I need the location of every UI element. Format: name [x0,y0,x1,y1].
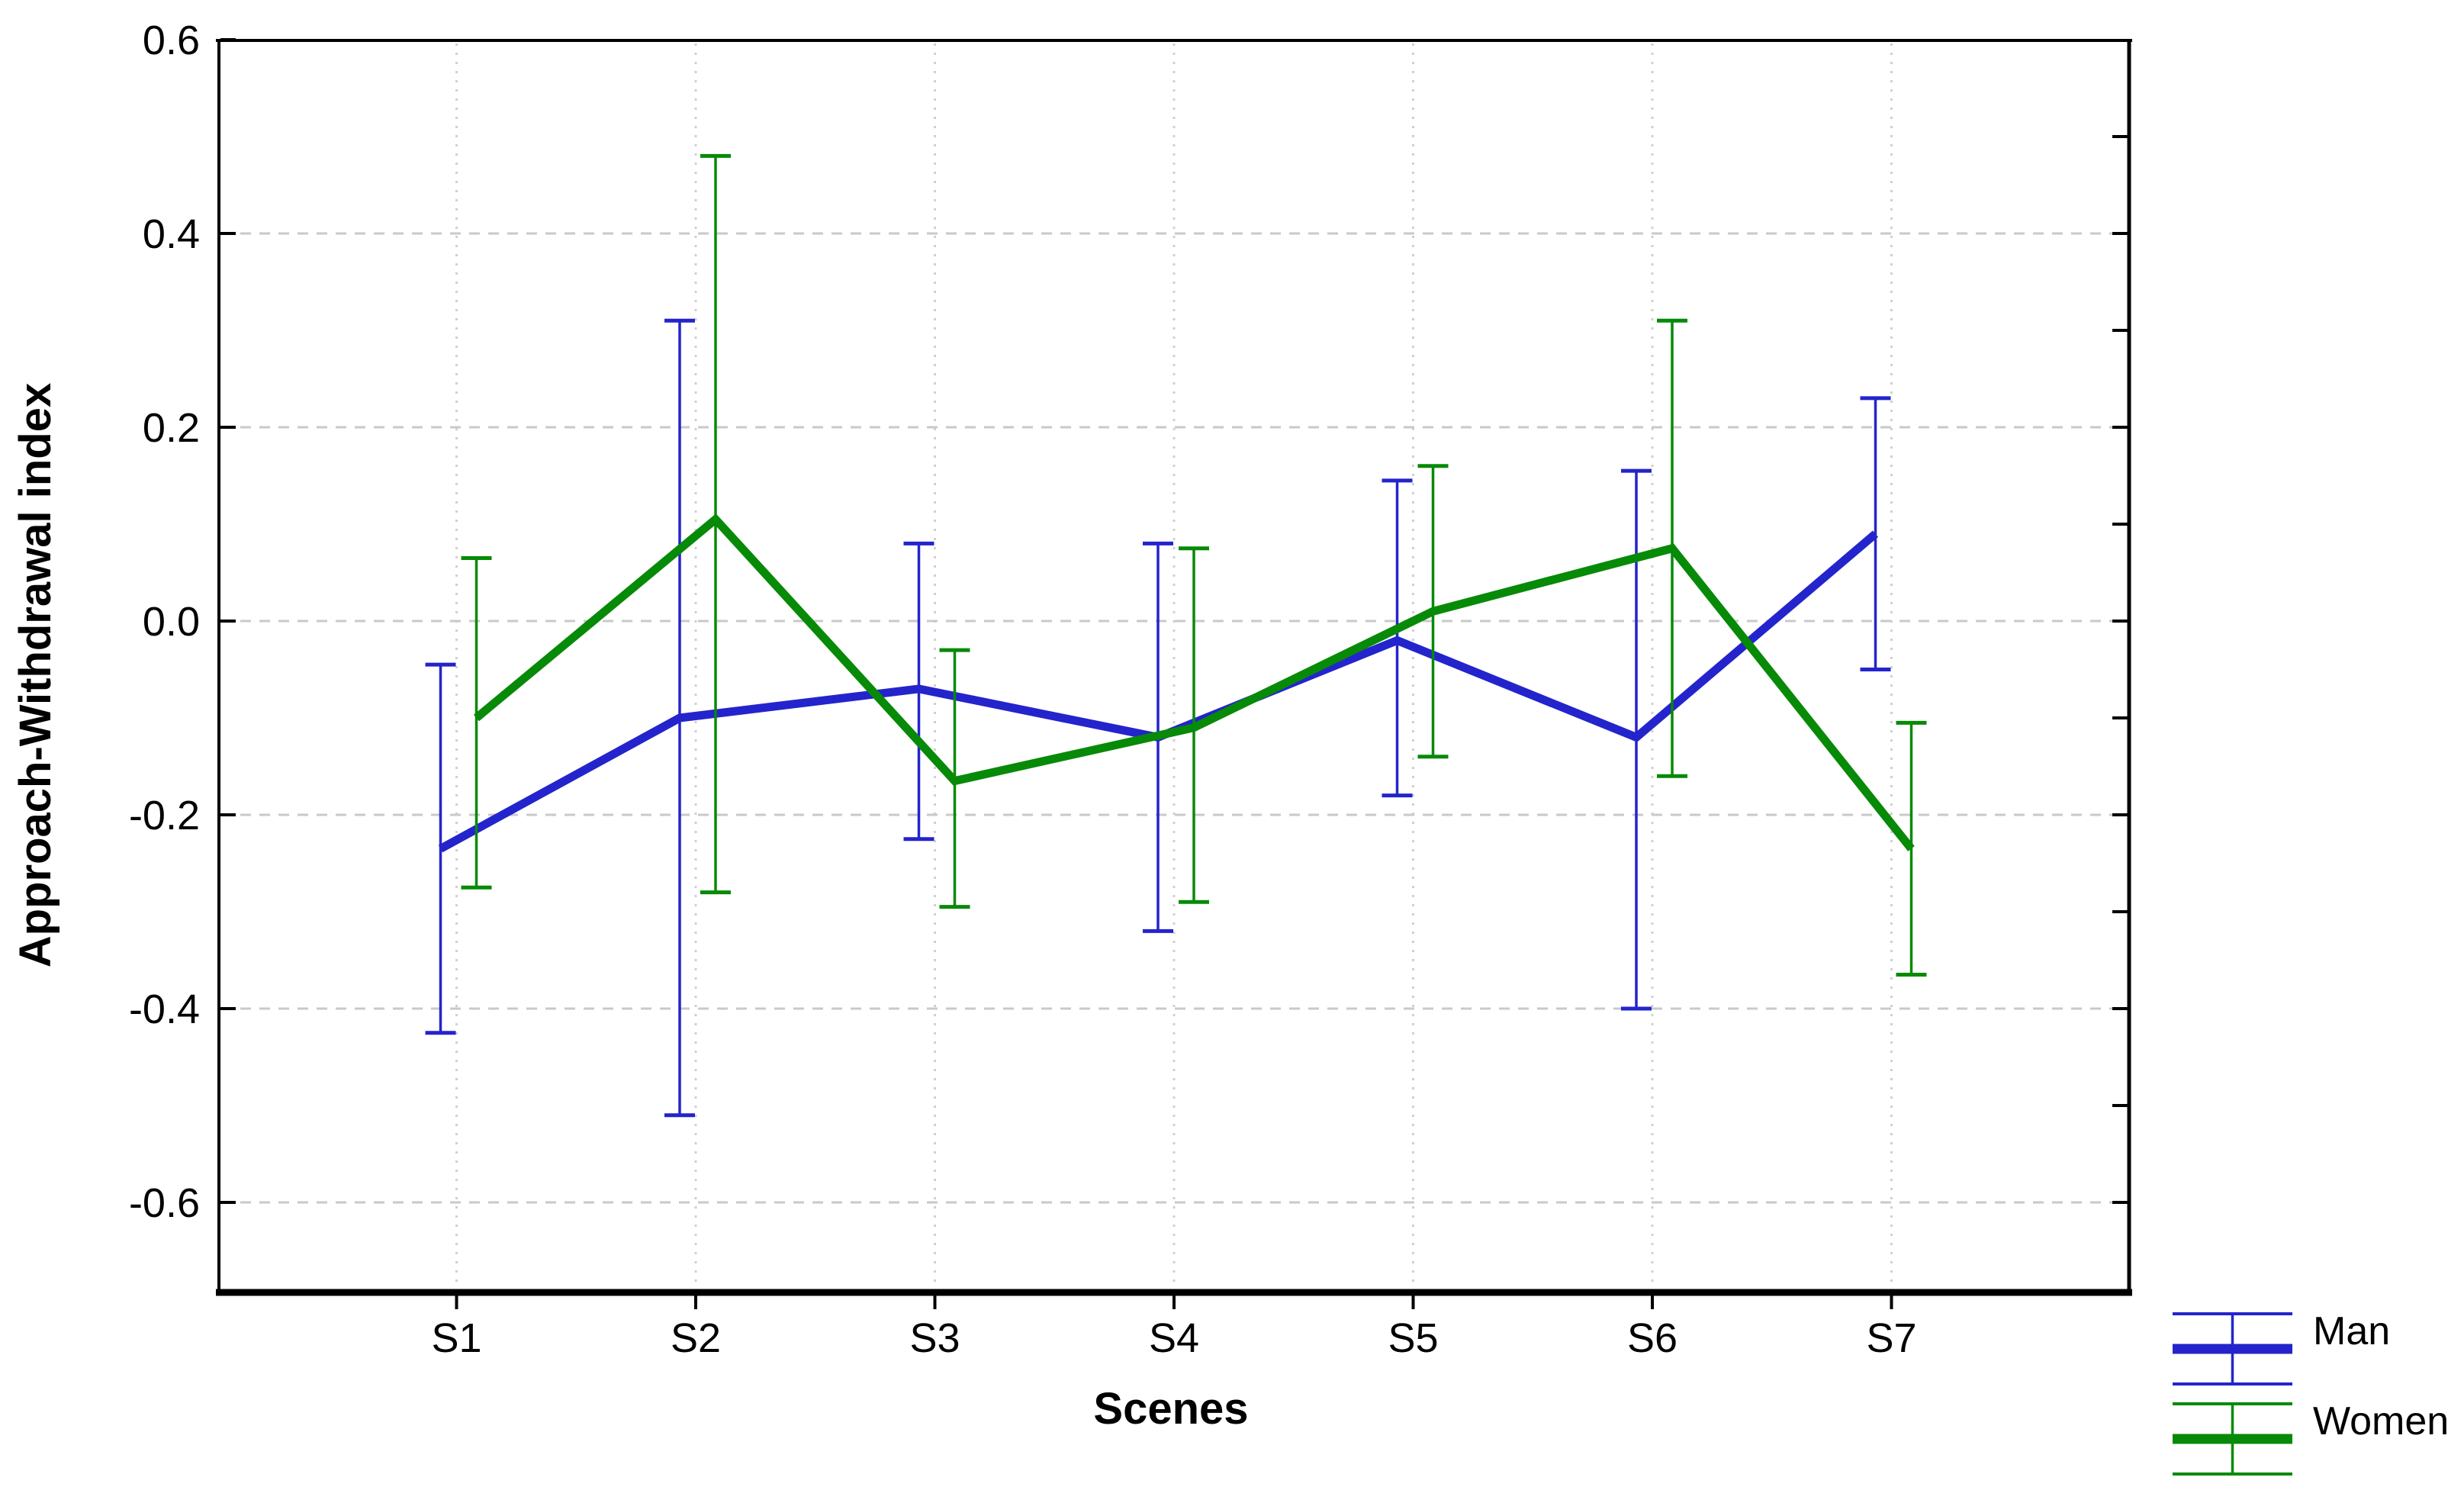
y-tick-label: 0.6 [143,18,200,63]
y-tick-label: 0.0 [143,599,200,645]
x-tick-label: S3 [909,1315,960,1361]
x-tick-label: S7 [1866,1315,1916,1361]
y-tick-label: -0.2 [129,793,200,838]
y-tick-label: -0.6 [129,1180,200,1226]
x-axis-title: Scenes [1093,1384,1248,1434]
x-tick-label: S6 [1627,1315,1678,1361]
y-axis-title: Approach-Withdrawal index [11,383,60,967]
y-tick-label: 0.4 [143,211,200,257]
y-tick-label: 0.2 [143,405,200,451]
series-women-line [473,513,1915,851]
x-tick-label: S2 [671,1315,721,1361]
y-tick-label: -0.4 [129,986,200,1032]
x-tick-label: S4 [1149,1315,1199,1361]
x-tick-label: S5 [1388,1315,1438,1361]
legend-label-man: Man [2313,1309,2390,1353]
x-tick-label: S1 [431,1315,481,1361]
legend-label-women: Women [2313,1399,2449,1443]
